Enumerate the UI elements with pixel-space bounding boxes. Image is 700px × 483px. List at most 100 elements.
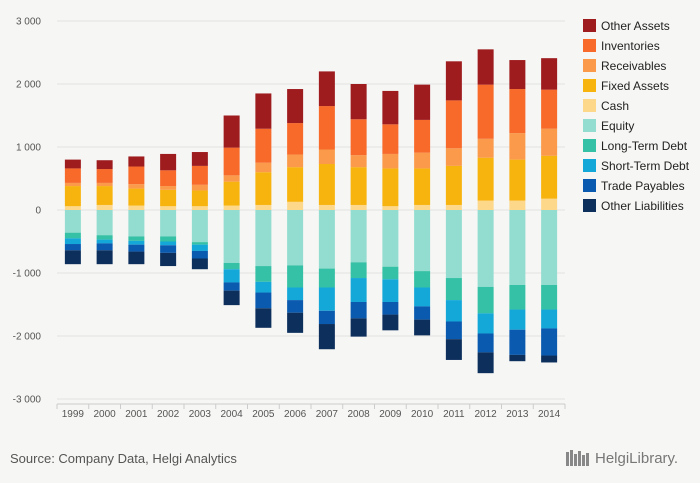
bar-segment-trade-payables-2004 xyxy=(223,282,240,291)
bar-segment-trade-payables-2009 xyxy=(382,301,399,315)
bar-segment-cash-2003 xyxy=(191,206,208,210)
legend-swatch xyxy=(583,79,596,92)
x-tick-label: 2000 xyxy=(94,409,117,420)
bar-segment-receivables-2001 xyxy=(128,184,145,189)
bar-segment-trade-payables-2013 xyxy=(509,329,526,355)
legend-swatch xyxy=(583,59,596,72)
bar-segment-long-term-debt-2005 xyxy=(255,266,272,282)
bar-segment-long-term-debt-2013 xyxy=(509,284,526,310)
bar-segment-receivables-2013 xyxy=(509,133,526,160)
bar-segment-long-term-debt-2006 xyxy=(287,265,304,288)
x-tick-label: 2002 xyxy=(157,409,180,420)
bar-segment-short-term-debt-2010 xyxy=(414,287,431,307)
bar-segment-inventories-2014 xyxy=(541,89,558,129)
x-tick-label: 2001 xyxy=(125,409,148,420)
bar-segment-equity-2000 xyxy=(96,210,113,236)
bar-segment-short-term-debt-2013 xyxy=(509,309,526,330)
bar-segment-trade-payables-2005 xyxy=(255,292,272,309)
legend-label: Fixed Assets xyxy=(601,79,669,93)
bar-segment-fixed-assets-2001 xyxy=(128,188,145,206)
bar-segment-other-assets-2013 xyxy=(509,60,526,90)
bar-segment-short-term-debt-2005 xyxy=(255,281,272,293)
bar-segment-other-assets-2006 xyxy=(287,89,304,124)
bar-segment-other-assets-2004 xyxy=(223,115,240,148)
source-note: Source: Company Data, Helgi Analytics xyxy=(10,451,237,466)
y-tick-label: -3 000 xyxy=(13,395,42,406)
bar-segment-trade-payables-2006 xyxy=(287,300,304,313)
bar-segment-short-term-debt-2006 xyxy=(287,287,304,301)
legend: Other Assets Inventories Receivables Fixed … xyxy=(583,19,690,213)
bar-segment-receivables-2011 xyxy=(445,148,462,166)
bar-segment-fixed-assets-2014 xyxy=(541,155,558,199)
bar-segment-fixed-assets-2002 xyxy=(160,189,177,207)
bar-segment-short-term-debt-2001 xyxy=(128,240,145,245)
legend-swatch xyxy=(583,39,596,52)
legend-swatch xyxy=(583,159,596,172)
x-tick-label: 2011 xyxy=(443,409,465,420)
x-tick-label: 2010 xyxy=(411,409,434,420)
bar-segment-cash-2014 xyxy=(541,198,558,210)
bar-segment-short-term-debt-2012 xyxy=(477,313,494,334)
bar-segment-receivables-2014 xyxy=(541,128,558,156)
bar-segment-short-term-debt-2003 xyxy=(191,244,208,251)
bar-segment-other-liabilities-2008 xyxy=(350,318,367,337)
bar-segment-other-assets-2003 xyxy=(191,152,208,166)
legend-label: Equity xyxy=(601,119,634,133)
bar-segment-long-term-debt-2009 xyxy=(382,266,399,280)
x-tick-label: 2005 xyxy=(252,409,275,420)
legend-swatch xyxy=(583,19,596,32)
bar-segment-other-liabilities-2013 xyxy=(509,354,526,362)
bar-segment-long-term-debt-2007 xyxy=(318,268,335,288)
bar-segment-trade-payables-2003 xyxy=(191,250,208,259)
bar-segment-long-term-debt-2003 xyxy=(191,242,208,245)
legend-swatch xyxy=(583,139,596,152)
bar-segment-short-term-debt-2008 xyxy=(350,278,367,302)
bar-segment-trade-payables-2008 xyxy=(350,301,367,319)
bar-segment-equity-2001 xyxy=(128,210,145,237)
bar-segment-fixed-assets-2012 xyxy=(477,157,494,201)
x-tick-label: 2004 xyxy=(221,409,244,420)
y-tick-label: 3 000 xyxy=(16,17,41,28)
legend-swatch xyxy=(583,119,596,132)
bar-segment-fixed-assets-2006 xyxy=(287,167,304,202)
bar-segment-short-term-debt-2007 xyxy=(318,287,335,311)
bar-segment-cash-2012 xyxy=(477,200,494,210)
bar-segment-inventories-2004 xyxy=(223,147,240,176)
bar-segment-inventories-2005 xyxy=(255,128,272,163)
bar-segment-trade-payables-2002 xyxy=(160,245,177,253)
bar-segment-inventories-2013 xyxy=(509,89,526,134)
bar-segment-cash-2007 xyxy=(318,204,335,210)
bar-segment-trade-payables-2012 xyxy=(477,333,494,353)
bar-segment-fixed-assets-2011 xyxy=(445,165,462,205)
bar-segment-inventories-2010 xyxy=(414,119,431,153)
bar-segment-short-term-debt-2000 xyxy=(96,239,113,244)
bar-segment-fixed-assets-2009 xyxy=(382,168,399,207)
legend-label: Receivables xyxy=(601,59,666,73)
bar-segment-receivables-1999 xyxy=(64,182,81,187)
bar-segment-inventories-2011 xyxy=(445,100,462,149)
bar-segment-equity-2002 xyxy=(160,210,177,237)
bar-segment-other-assets-1999 xyxy=(64,159,81,169)
bar-segment-other-assets-2007 xyxy=(318,71,335,107)
logo-text: HelgiLibrary. xyxy=(595,449,679,467)
bar-segment-equity-1999 xyxy=(64,210,81,233)
x-tick-label: 2006 xyxy=(284,409,307,420)
bar-segment-other-assets-2000 xyxy=(96,160,113,170)
bar-segment-other-assets-2012 xyxy=(477,49,494,85)
bar-segment-receivables-2012 xyxy=(477,138,494,158)
bar-segment-cash-1999 xyxy=(64,206,81,210)
bar-segment-inventories-2008 xyxy=(350,119,367,156)
y-tick-label: 1 000 xyxy=(16,143,41,154)
bar-segment-trade-payables-2001 xyxy=(128,244,145,252)
bar-segment-cash-2005 xyxy=(255,204,272,210)
bar-segment-fixed-assets-2008 xyxy=(350,167,367,205)
bar-segment-inventories-2009 xyxy=(382,124,399,154)
bar-segment-trade-payables-2007 xyxy=(318,310,335,325)
bar-segment-receivables-2000 xyxy=(96,182,113,187)
bar-segment-other-assets-2008 xyxy=(350,84,367,120)
bar-segment-equity-2007 xyxy=(318,210,335,269)
x-tick-label: 2008 xyxy=(348,409,371,420)
bar-segment-inventories-2007 xyxy=(318,106,335,150)
legend-label: Other Assets xyxy=(601,19,670,33)
